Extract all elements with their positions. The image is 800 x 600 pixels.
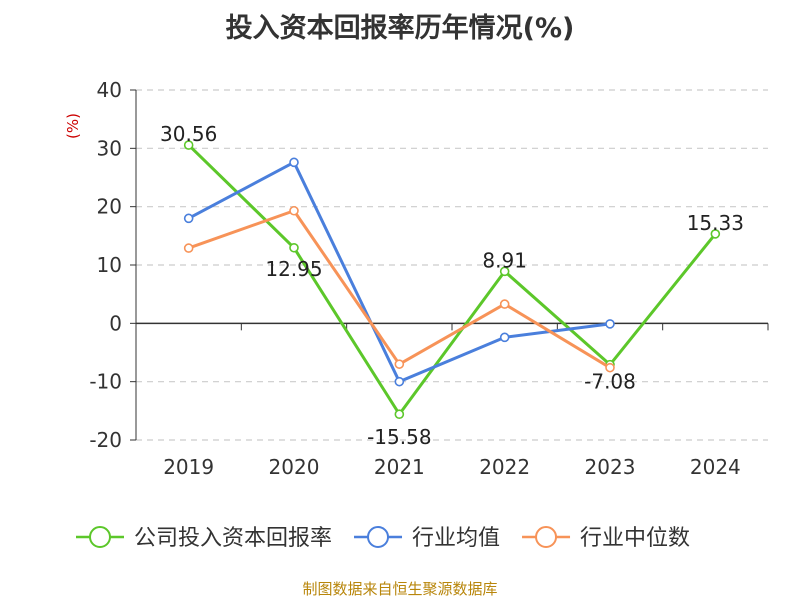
data-point <box>499 332 510 343</box>
x-tick-label: 2020 <box>269 455 320 479</box>
legend-swatch-marker <box>367 526 390 548</box>
data-point <box>499 266 510 277</box>
series-layer <box>183 140 721 420</box>
data-label: -15.58 <box>367 425 431 449</box>
data-point <box>605 319 615 329</box>
axis-layer: -20 -10 0 10 20 30 40 (%) 2019 2020 2021 2022 2023 20… <box>64 78 769 479</box>
data-point <box>394 359 405 369</box>
legend-swatch-marker <box>89 526 111 548</box>
series-line <box>188 209 611 369</box>
x-tick-label: 2024 <box>690 455 741 479</box>
chart-title: 投入资本回报率历年情况(%) <box>225 13 575 44</box>
data-label: -7.08 <box>584 370 636 394</box>
y-tick-label: 20 <box>97 195 122 219</box>
y-tick-label: -10 <box>89 370 122 394</box>
data-point <box>605 362 615 373</box>
data-label: 30.56 <box>160 122 217 146</box>
y-tick-label: 40 <box>97 78 122 102</box>
data-point <box>183 243 194 253</box>
data-point <box>289 205 299 216</box>
data-label-layer: 30.56 12.95 -15.58 8.91 -7.08 15.33 <box>160 122 744 449</box>
data-point <box>710 229 721 239</box>
legend-item-label: 行业均值 <box>412 526 500 551</box>
y-tick-label: 0 <box>109 311 122 335</box>
y-tick-label: 30 <box>97 136 122 160</box>
data-point <box>289 242 299 253</box>
x-tick-label: 2019 <box>163 455 214 479</box>
y-axis-label: (%) <box>64 113 82 139</box>
x-tick-label: 2021 <box>374 455 425 479</box>
y-tick-label: 10 <box>97 253 122 277</box>
data-label: 15.33 <box>687 211 744 235</box>
series-line <box>187 143 717 416</box>
legend-item-label: 公司投入资本回报率 <box>134 526 332 551</box>
data-label: 8.91 <box>482 248 527 272</box>
data-point <box>183 140 194 150</box>
data-label: 12.95 <box>265 257 322 281</box>
data-point <box>499 299 510 309</box>
y-tick-label: -20 <box>89 428 122 452</box>
data-point <box>289 157 299 168</box>
data-point <box>394 409 405 420</box>
series-line <box>187 160 611 384</box>
data-point <box>183 213 194 224</box>
legend-swatch-marker <box>535 526 558 548</box>
x-tick-label: 2022 <box>479 455 530 479</box>
legend-item-label: 行业中位数 <box>580 526 690 551</box>
x-tick-label: 2023 <box>585 455 636 479</box>
source-note: 制图数据来自恒生聚源数据库 <box>302 580 498 598</box>
grid-layer <box>136 89 768 441</box>
data-point <box>394 376 405 387</box>
legend: 公司投入资本回报率 行业均值 行业中位数 <box>76 526 690 551</box>
